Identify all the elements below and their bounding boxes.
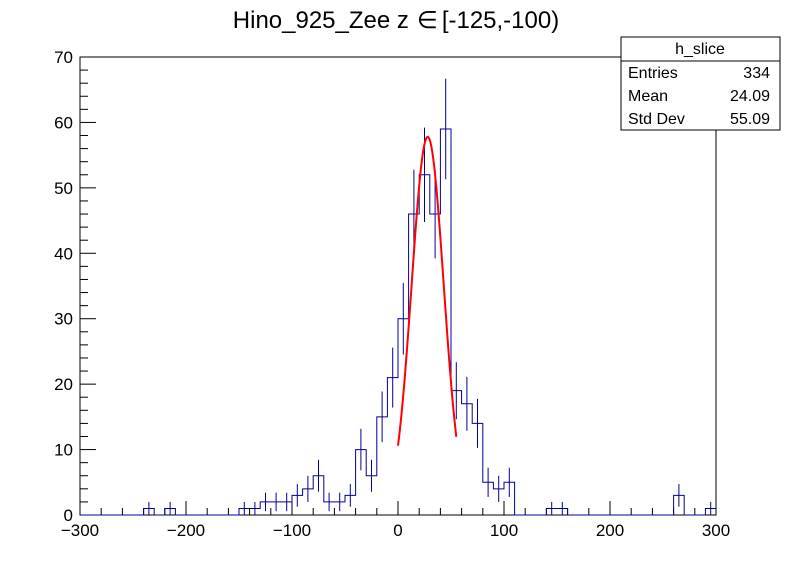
y-tick-label: 0 [64,506,73,525]
y-tick-label: 30 [54,310,73,329]
x-tick-label: 100 [490,521,518,540]
x-axis: −300 −200 −100 0 100 200 300 [61,501,730,540]
x-tick-label: 300 [702,521,730,540]
stats-entries-value: 334 [743,65,770,82]
x-tick-label: −100 [273,521,311,540]
x-tick-label: 0 [393,521,402,540]
histogram-outline [80,128,716,516]
y-axis: 0 10 20 30 40 50 60 70 [54,48,96,525]
stats-box: h_slice Entries 334 Mean 24.09 Std Dev 5… [620,36,781,131]
y-tick-label: 70 [54,48,73,67]
stats-box-frame [620,36,781,131]
y-tick-label: 50 [54,179,73,198]
stats-box-title: h_slice [675,41,725,58]
x-tick-label: −200 [167,521,205,540]
y-tick-label: 40 [54,244,73,263]
x-tick-label: −300 [61,521,99,540]
stats-stddev-label: Std Dev [628,111,685,128]
y-tick-label: 10 [54,441,73,460]
y-tick-label: 60 [54,113,73,132]
y-tick-label: 20 [54,375,73,394]
chart-title: Hino_925_Zee z ∈ [-125,-100) [233,7,559,34]
fit-curve [397,135,458,446]
stats-mean-label: Mean [628,88,668,105]
histogram-series [80,78,716,516]
gaussian-fit [397,135,458,446]
stats-entries-label: Entries [628,65,678,82]
stats-mean-value: 24.09 [730,88,770,105]
x-tick-label: 200 [596,521,624,540]
stats-stddev-value: 55.09 [730,111,770,128]
